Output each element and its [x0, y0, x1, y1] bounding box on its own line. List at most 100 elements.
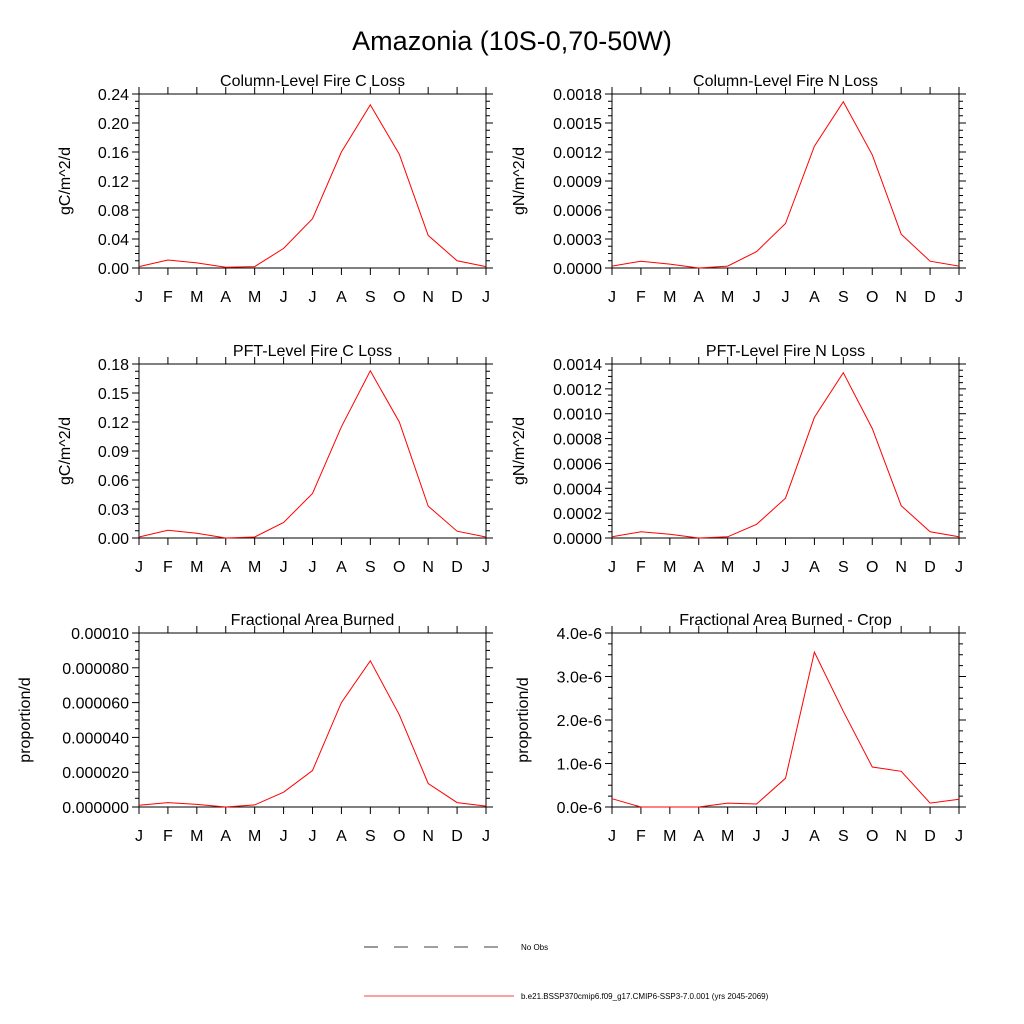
x-tick-label: J [608, 559, 616, 576]
x-tick-label: O [866, 289, 878, 306]
y-tick-label: 0.0002 [553, 506, 602, 523]
x-tick-label: N [895, 289, 907, 306]
x-tick-label: J [782, 828, 790, 845]
x-tick-label: J [280, 828, 288, 845]
x-tick-label: O [866, 559, 878, 576]
y-tick-label: 0.18 [98, 357, 129, 374]
legend: No Obs b.e21.BSSP370cmip6.f09_g17.CMIP6-… [364, 943, 769, 1001]
y-tick-label: 0.16 [98, 145, 129, 162]
x-tick-label: J [135, 559, 143, 576]
plot-frame [138, 632, 487, 808]
x-tick-label: J [280, 559, 288, 576]
x-tick-label: J [135, 289, 143, 306]
plot-frame [611, 93, 960, 269]
x-tick-label: J [309, 289, 317, 306]
x-tick-label: D [924, 559, 936, 576]
series-line [138, 659, 487, 808]
x-tick-label: J [955, 559, 963, 576]
y-tick-label: 1.0e-6 [557, 757, 602, 774]
x-tick-label: J [608, 289, 616, 306]
x-tick-label: M [190, 828, 203, 845]
x-tick-label: M [663, 559, 676, 576]
x-tick-label: J [309, 828, 317, 845]
x-tick-label: N [422, 559, 434, 576]
x-tick-label: D [451, 828, 463, 845]
x-tick-label: N [422, 828, 434, 845]
x-tick-label: F [636, 828, 646, 845]
x-tick-label: O [866, 828, 878, 845]
y-tick-label: 0.0008 [553, 432, 602, 449]
plot-frame [138, 363, 487, 539]
y-tick-label: 0.0012 [553, 145, 602, 162]
y-tick-label: 0.12 [98, 415, 129, 432]
x-tick-label: S [365, 559, 376, 576]
x-tick-label: J [782, 559, 790, 576]
y-tick-label: 3.0e-6 [557, 670, 602, 687]
x-tick-label: O [393, 828, 405, 845]
x-tick-label: A [220, 559, 231, 576]
legend-label-no-obs: No Obs [521, 943, 548, 952]
y-tick-label: 0.00 [98, 531, 129, 548]
x-tick-label: J [753, 559, 761, 576]
y-tick-label: 0.0003 [553, 232, 602, 249]
y-tick-label: 0.0012 [553, 382, 602, 399]
x-tick-label: M [190, 559, 203, 576]
panel-title: Fractional Area Burned - Crop [679, 612, 892, 629]
y-tick-label: 0.03 [98, 502, 129, 519]
y-tick-label: 0.00010 [71, 626, 129, 643]
y-axis-label: gN/m^2/d [511, 417, 528, 485]
y-tick-label: 0.0000 [553, 261, 602, 278]
panel-title: PFT-Level Fire C Loss [233, 343, 392, 360]
x-tick-label: M [190, 289, 203, 306]
y-tick-label: 0.0006 [553, 456, 602, 473]
x-tick-label: F [163, 828, 173, 845]
y-tick-label: 0.15 [98, 386, 129, 403]
series-line [138, 369, 487, 539]
y-tick-label: 0.09 [98, 444, 129, 461]
y-tick-label: 0.0009 [553, 174, 602, 191]
y-axis-label: proportion/d [515, 677, 532, 762]
chart-panel: Fractional Area Burned - Crop proportion/… [515, 612, 966, 845]
x-tick-label: J [955, 828, 963, 845]
x-tick-label: M [663, 289, 676, 306]
x-tick-label: O [393, 289, 405, 306]
x-tick-label: N [422, 289, 434, 306]
y-tick-label: 0.04 [98, 232, 129, 249]
x-tick-label: F [636, 559, 646, 576]
y-tick-label: 0.20 [98, 116, 129, 133]
y-axis-label: proportion/d [17, 677, 34, 762]
x-tick-label: N [895, 828, 907, 845]
x-tick-label: A [336, 828, 347, 845]
series-line [611, 650, 960, 808]
y-tick-label: 0.000020 [62, 765, 129, 782]
y-tick-label: 4.0e-6 [557, 626, 602, 643]
x-tick-label: J [482, 559, 490, 576]
x-tick-label: F [636, 289, 646, 306]
series-line [611, 100, 960, 269]
x-tick-label: N [895, 559, 907, 576]
y-axis-label: gC/m^2/d [57, 147, 74, 215]
x-tick-label: A [693, 559, 704, 576]
x-tick-label: A [809, 559, 820, 576]
x-tick-label: M [721, 289, 734, 306]
y-tick-label: 0.00 [98, 261, 129, 278]
x-tick-label: M [248, 828, 261, 845]
x-tick-label: F [163, 559, 173, 576]
x-tick-label: S [838, 289, 849, 306]
x-tick-label: J [753, 828, 761, 845]
x-tick-label: M [248, 289, 261, 306]
x-tick-label: O [393, 559, 405, 576]
x-tick-label: D [924, 828, 936, 845]
panel-title: Column-Level Fire C Loss [220, 73, 405, 90]
x-tick-label: S [838, 559, 849, 576]
plot-frame [138, 93, 487, 269]
x-tick-label: A [336, 289, 347, 306]
x-tick-label: F [163, 289, 173, 306]
x-tick-label: J [955, 289, 963, 306]
x-tick-label: A [809, 289, 820, 306]
